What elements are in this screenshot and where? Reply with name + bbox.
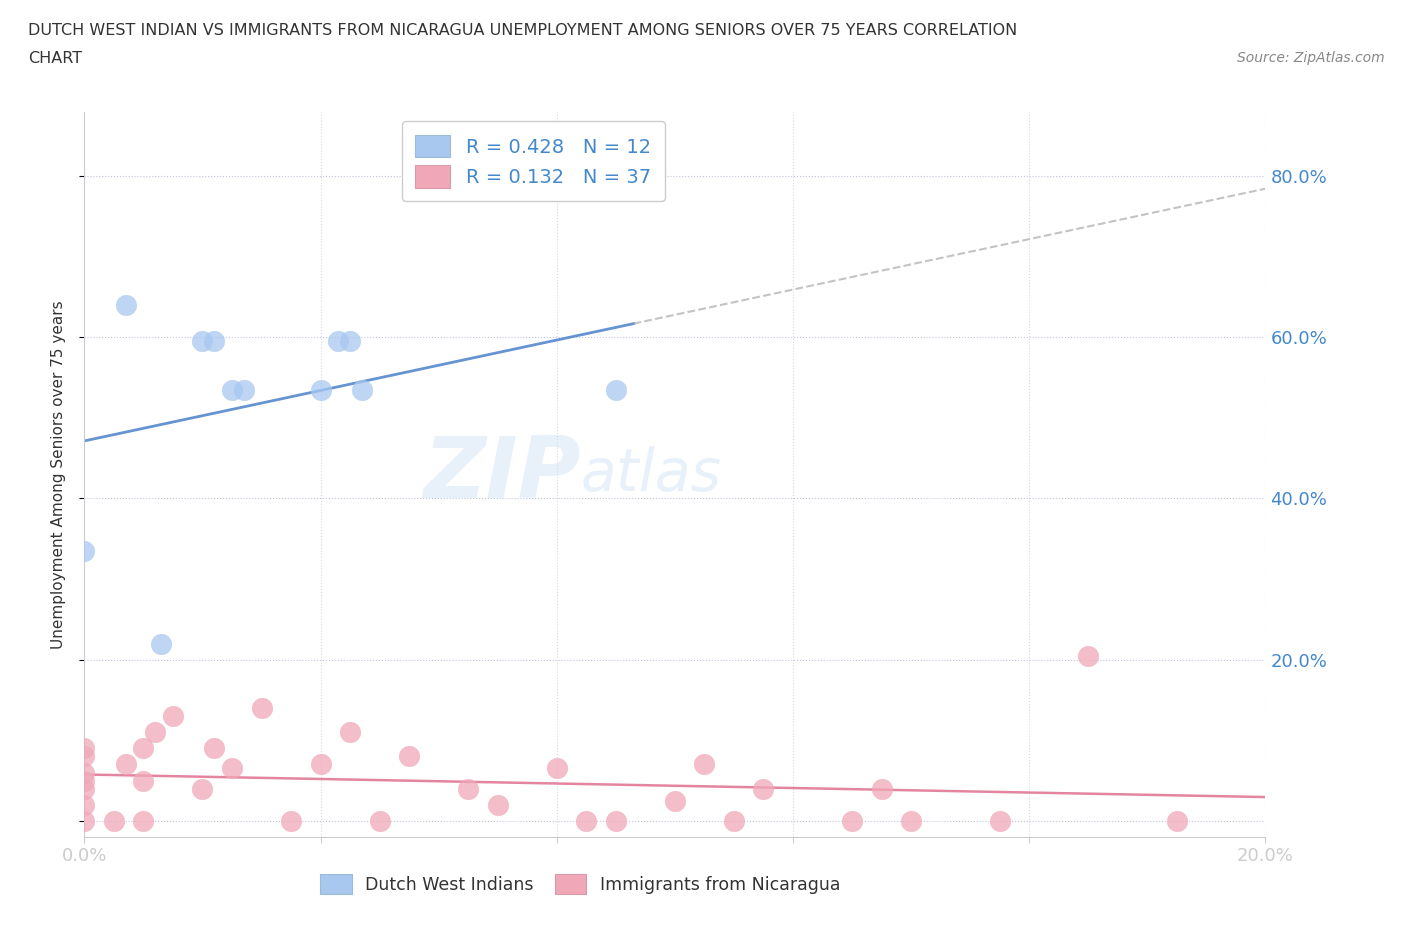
Point <box>1166 814 1188 829</box>
Point <box>752 781 775 796</box>
Point <box>350 382 373 397</box>
Point <box>73 749 96 764</box>
Point <box>73 741 96 756</box>
Point <box>191 334 214 349</box>
Point <box>73 797 96 812</box>
Point <box>232 382 254 397</box>
Point <box>73 543 96 558</box>
Point <box>191 781 214 796</box>
Point <box>250 700 273 715</box>
Point <box>280 814 302 829</box>
Point <box>114 757 136 772</box>
Legend: Dutch West Indians, Immigrants from Nicaragua: Dutch West Indians, Immigrants from Nica… <box>314 867 848 901</box>
Text: ZIP: ZIP <box>423 432 581 516</box>
Text: DUTCH WEST INDIAN VS IMMIGRANTS FROM NICARAGUA UNEMPLOYMENT AMONG SENIORS OVER 7: DUTCH WEST INDIAN VS IMMIGRANTS FROM NIC… <box>28 23 1018 38</box>
Y-axis label: Unemployment Among Seniors over 75 years: Unemployment Among Seniors over 75 years <box>51 300 66 648</box>
Point <box>328 334 350 349</box>
Point <box>664 793 686 808</box>
Point <box>221 382 243 397</box>
Point <box>723 814 745 829</box>
Point <box>339 334 361 349</box>
Point <box>546 761 568 776</box>
Point <box>73 773 96 788</box>
Point <box>73 781 96 796</box>
Point <box>73 765 96 780</box>
Point <box>132 741 155 756</box>
Point <box>150 636 173 651</box>
Point <box>202 741 225 756</box>
Point <box>1077 648 1099 663</box>
Point <box>103 814 125 829</box>
Point <box>368 814 391 829</box>
Point <box>988 814 1011 829</box>
Point <box>221 761 243 776</box>
Point <box>339 724 361 739</box>
Point <box>841 814 863 829</box>
Point <box>605 382 627 397</box>
Text: CHART: CHART <box>28 51 82 66</box>
Point <box>309 382 332 397</box>
Point <box>309 757 332 772</box>
Point <box>693 757 716 772</box>
Point <box>605 814 627 829</box>
Point <box>114 298 136 312</box>
Point <box>486 797 509 812</box>
Point <box>457 781 479 796</box>
Point <box>575 814 598 829</box>
Point <box>132 814 155 829</box>
Text: Source: ZipAtlas.com: Source: ZipAtlas.com <box>1237 51 1385 65</box>
Point <box>73 814 96 829</box>
Point <box>132 773 155 788</box>
Point <box>202 334 225 349</box>
Point <box>900 814 922 829</box>
Point <box>143 724 166 739</box>
Point <box>870 781 893 796</box>
Point <box>162 709 184 724</box>
Text: atlas: atlas <box>581 445 721 503</box>
Point <box>398 749 420 764</box>
